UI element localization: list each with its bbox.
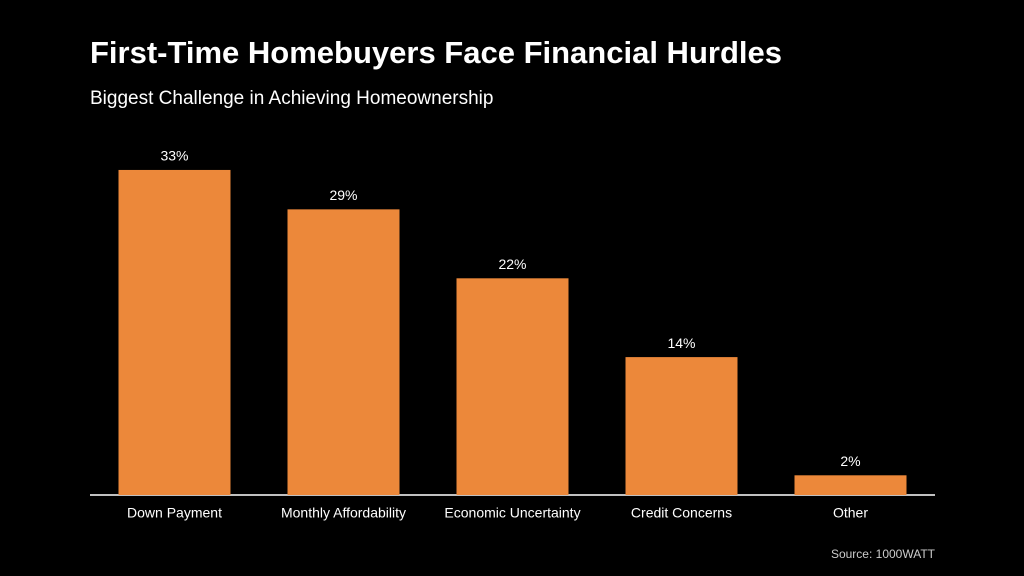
value-label: 29% (329, 187, 357, 203)
x-tick-label: Down Payment (127, 505, 222, 521)
x-tick-label: Other (833, 505, 868, 521)
bar (456, 278, 569, 495)
bar (794, 475, 907, 495)
bar (118, 169, 231, 495)
x-tick-label: Credit Concerns (631, 505, 732, 521)
chart-subtitle: Biggest Challenge in Achieving Homeowner… (90, 88, 493, 109)
value-label: 33% (160, 148, 188, 164)
source-note: Source: 1000WATT (831, 547, 936, 561)
value-label: 2% (840, 453, 860, 469)
bar (625, 357, 738, 495)
chart-title: First-Time Homebuyers Face Financial Hur… (90, 35, 782, 70)
x-tick-label: Monthly Affordability (281, 505, 406, 521)
value-label: 14% (667, 335, 695, 351)
x-tick-label: Economic Uncertainty (444, 505, 580, 521)
value-label: 22% (498, 256, 526, 272)
bar (287, 209, 400, 495)
